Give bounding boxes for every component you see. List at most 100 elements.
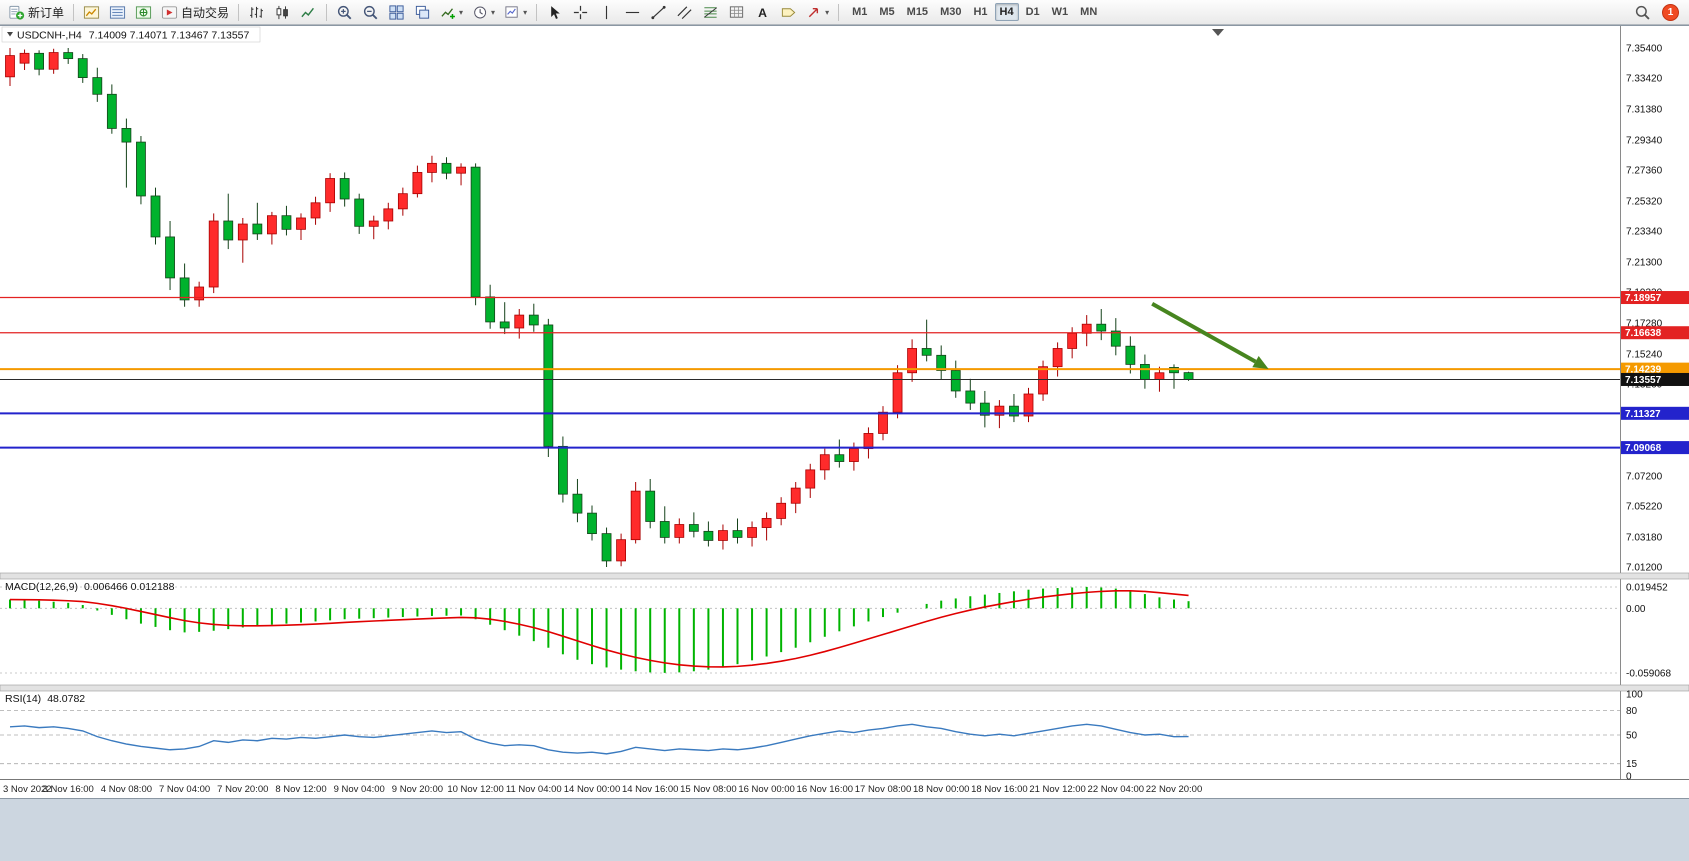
- candle-body: [747, 527, 757, 538]
- price-line-label: 7.11327: [1625, 409, 1661, 420]
- rsi-label: RSI(14) 48.0782: [5, 693, 85, 705]
- candle-body: [165, 236, 175, 279]
- candle-body: [878, 411, 888, 434]
- trendline-button[interactable]: [646, 2, 671, 23]
- time-axis-label: 7 Nov 04:00: [159, 784, 210, 795]
- crosshair-button[interactable]: [568, 2, 593, 23]
- auto-trading-button-label: 自动交易: [181, 5, 230, 20]
- templates-button[interactable]: ▾: [500, 2, 531, 23]
- macd-tick-label: 0.019452: [1626, 582, 1668, 593]
- timeframe-d1-button[interactable]: D1: [1025, 6, 1040, 18]
- tile-windows-button[interactable]: [384, 2, 409, 23]
- timeframe-h1-button[interactable]: H1: [973, 6, 988, 18]
- new-order-button[interactable]: 新订单: [4, 2, 68, 23]
- market-watch-button[interactable]: [79, 2, 104, 23]
- auto-trading-icon: [161, 5, 178, 19]
- data-window-button[interactable]: [105, 2, 130, 23]
- candle-body: [1009, 405, 1019, 417]
- price-tick-label: 7.29340: [1626, 135, 1663, 146]
- arrows-icon: [808, 7, 819, 17]
- symbol-dropdown-icon[interactable]: [7, 32, 13, 37]
- notification-badge[interactable]: 1: [1662, 3, 1679, 21]
- chart-window: 7.35400 7.33420 7.31380 7.29340 7.27360 7.253…: [0, 25, 1689, 799]
- candle-body: [223, 220, 234, 241]
- periods-button[interactable]: ▾: [468, 2, 499, 23]
- bar-chart-button[interactable]: [244, 2, 269, 23]
- candle-body: [659, 521, 670, 538]
- auto-trading-button[interactable]: 自动交易: [157, 2, 233, 23]
- cursor-button[interactable]: [542, 2, 567, 23]
- search-button[interactable]: [1630, 2, 1655, 23]
- candle-body: [1154, 372, 1165, 380]
- line-chart-button[interactable]: [296, 2, 321, 23]
- timeframe-h4-button[interactable]: H4: [994, 3, 1019, 21]
- timeframe-m30-button[interactable]: M30: [940, 6, 962, 18]
- dropdown-arrow-icon: ▾: [523, 7, 528, 17]
- toolbar-separator: [536, 3, 538, 21]
- pane-divider[interactable]: [0, 684, 1689, 692]
- timeframe-m1-button[interactable]: M1: [852, 6, 868, 18]
- candle-body: [819, 454, 830, 471]
- zoom-in-button[interactable]: [332, 2, 357, 23]
- time-axis-label: 21 Nov 12:00: [1029, 784, 1086, 795]
- candle-body: [150, 195, 161, 238]
- time-axis-label: 22 Nov 20:00: [1146, 784, 1203, 795]
- main-price-pane[interactable]: [0, 48, 1620, 567]
- candle-body: [48, 52, 59, 70]
- channel-button[interactable]: [672, 2, 697, 23]
- time-axis-label: 3 Nov 2022: [3, 784, 52, 795]
- price-tick-label: 7.15240: [1626, 349, 1663, 360]
- candle-body: [296, 217, 306, 230]
- price-tick-label: 7.35400: [1626, 44, 1663, 55]
- timeframe-m5-button[interactable]: M5: [879, 6, 895, 18]
- text-label-button[interactable]: [776, 2, 801, 23]
- rsi-pane[interactable]: [0, 710, 1620, 765]
- chart-shift-marker-icon[interactable]: [1212, 29, 1224, 36]
- candle-body: [863, 433, 874, 450]
- candle-body: [121, 128, 132, 143]
- candle-body: [950, 370, 961, 392]
- dropdown-arrow-icon: ▾: [491, 7, 496, 17]
- fibonacci-button[interactable]: [698, 2, 723, 23]
- horizontal-line-button[interactable]: [620, 2, 645, 23]
- price-line-label: 7.14239: [1625, 365, 1662, 376]
- shapes-button[interactable]: [724, 2, 749, 23]
- candlestick-chart-button[interactable]: [270, 2, 295, 23]
- timeframe-w1-button[interactable]: W1: [1051, 6, 1069, 18]
- timeframe-mn-button[interactable]: MN: [1080, 6, 1098, 18]
- price-line-label: 7.16638: [1625, 328, 1662, 339]
- time-axis-label: 16 Nov 16:00: [797, 784, 854, 795]
- time-axis-label: 18 Nov 00:00: [913, 784, 970, 795]
- indicators-button[interactable]: ▾: [436, 2, 467, 23]
- zoom-in-icon: [337, 5, 352, 19]
- price-line-label: 7.18957: [1625, 293, 1662, 304]
- time-axis-label: 22 Nov 04:00: [1088, 784, 1145, 795]
- price-tick-label: 7.03180: [1626, 532, 1663, 543]
- macd-pane[interactable]: [0, 586, 1620, 674]
- chart-canvas[interactable]: 7.35400 7.33420 7.31380 7.29340 7.27360 7.253…: [0, 26, 1689, 799]
- trend-arrow-annotation[interactable]: [1151, 301, 1269, 369]
- time-axis-label: 17 Nov 08:00: [855, 784, 912, 795]
- candle-body: [499, 321, 510, 329]
- candle-body: [136, 141, 146, 197]
- navigator-button[interactable]: [131, 2, 156, 23]
- timeframe-m15-button[interactable]: M15: [906, 6, 929, 18]
- vertical-line-button[interactable]: [594, 2, 619, 23]
- candle-body: [5, 55, 15, 78]
- candle-body: [383, 208, 394, 222]
- candle-body: [1038, 366, 1048, 395]
- zoom-out-button[interactable]: [358, 2, 383, 23]
- arrows-button[interactable]: ▾: [802, 2, 833, 23]
- price-tick-label: 7.31380: [1626, 105, 1663, 116]
- toolbar-separator: [238, 3, 240, 21]
- pane-divider[interactable]: [0, 572, 1689, 580]
- candle-body: [412, 172, 423, 195]
- candle-body: [485, 296, 496, 323]
- chart-ohlc-values: 7.14009 7.14071 7.13467 7.13557: [89, 30, 250, 42]
- candle-body: [645, 490, 656, 522]
- candle-body: [1067, 332, 1078, 349]
- cascade-windows-button[interactable]: [410, 2, 435, 23]
- candle-body: [587, 512, 597, 535]
- text-button[interactable]: A: [750, 2, 775, 23]
- window-background: [0, 799, 1689, 861]
